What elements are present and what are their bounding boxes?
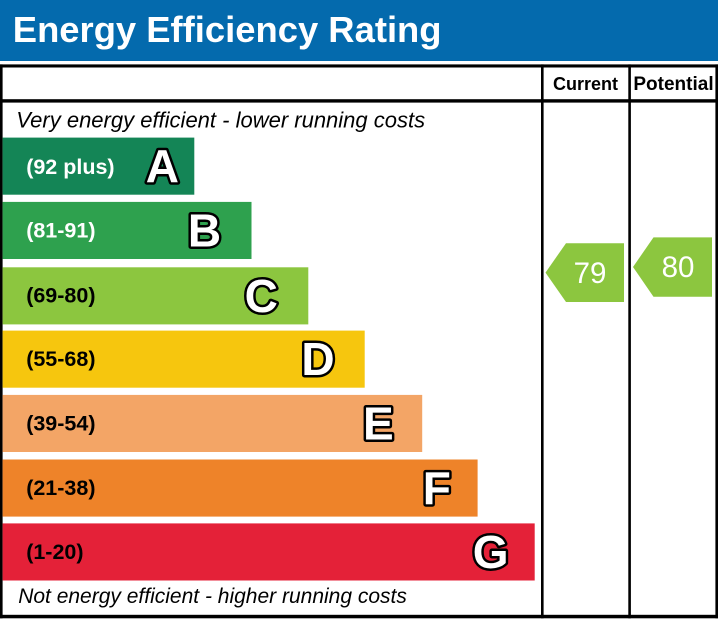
svg-text:Not energy efficient - higher: Not energy efficient - higher running co…	[18, 585, 407, 608]
svg-text:(1-20): (1-20)	[26, 540, 83, 564]
svg-text:B: B	[188, 205, 221, 257]
svg-text:Very energy efficient - lower: Very energy efficient - lower running co…	[16, 108, 425, 133]
svg-text:79: 79	[574, 257, 607, 290]
svg-text:E: E	[363, 398, 394, 450]
svg-text:Energy Efficiency Rating: Energy Efficiency Rating	[13, 9, 442, 50]
svg-text:G: G	[473, 526, 509, 578]
svg-text:(81-91): (81-91)	[26, 218, 95, 242]
svg-text:(39-54): (39-54)	[26, 411, 95, 435]
svg-text:A: A	[146, 140, 179, 192]
svg-text:(69-80): (69-80)	[26, 284, 95, 308]
svg-text:F: F	[423, 462, 451, 514]
svg-text:(55-68): (55-68)	[26, 347, 95, 371]
svg-text:(92 plus): (92 plus)	[26, 155, 114, 179]
svg-text:80: 80	[662, 251, 695, 284]
svg-text:C: C	[245, 270, 278, 322]
svg-text:(21-38): (21-38)	[26, 476, 95, 500]
svg-text:D: D	[301, 333, 334, 385]
svg-text:Potential: Potential	[633, 74, 713, 95]
svg-text:Current: Current	[553, 74, 618, 94]
